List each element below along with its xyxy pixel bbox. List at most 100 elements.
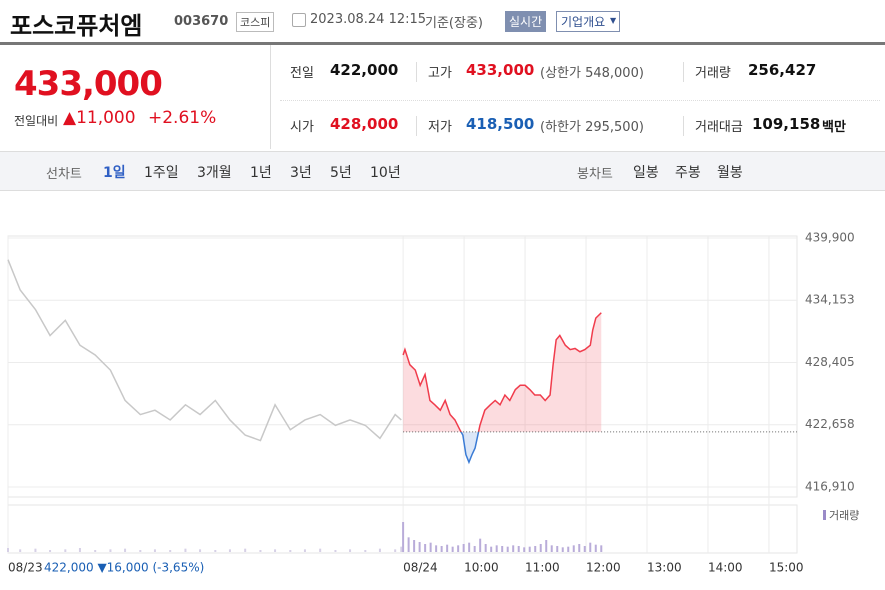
volume-bar [407,537,410,552]
volume-bar [517,546,520,552]
volume-bar [490,546,493,552]
y-tick-label: 416,910 [805,480,855,494]
col-divider [416,116,417,136]
stat-label: 저가 [428,120,452,135]
period-tab[interactable]: 1년 [250,165,272,181]
volume-bar [589,542,592,552]
stock-code: 003670 [174,14,229,29]
volume-bar [435,545,438,552]
x-tick-label: 15:00 [769,561,804,575]
price-box [0,45,271,149]
candle-tab[interactable]: 일봉 [633,165,659,181]
volume-bar [228,549,231,552]
status: 기준(장중) [425,16,483,31]
volume-bar [34,548,37,552]
period-tab[interactable]: 3개월 [197,165,232,181]
volume-bar [139,550,142,552]
volume-bar [289,550,292,552]
volume-bar [429,542,432,552]
stat-label: 전일 [290,66,314,81]
volume-bar [94,550,97,552]
volume-bar [199,549,202,552]
company-info-button[interactable]: 기업개요 ▼ [556,11,621,32]
volume-bar [523,547,526,552]
candle-tab[interactable]: 주봉 [675,165,701,181]
volume-bar [539,544,542,552]
prev-summary: 422,000 ▼16,000 (-3,65%) [44,561,204,575]
stat-value: 422,000 [330,61,399,79]
volume-bar [534,546,537,552]
change-amount: ▲11,000 [63,108,136,128]
volume-bar [506,546,509,552]
volume-bar [424,544,427,552]
volume-bar [169,550,172,552]
volume-bar [303,549,306,552]
volume-bar [440,546,443,552]
period-tab[interactable]: 1일 [103,165,126,181]
volume-bar [578,544,581,552]
volume-bar [214,550,217,552]
market-badge: 코스피 [236,12,275,32]
volume-bar [394,549,397,552]
stock-name: 포스코퓨처엠 [10,12,143,40]
volume-bar [572,545,575,552]
price-line [7,259,402,442]
y-tick-label: 422,658 [805,417,855,431]
volume-bar [545,540,548,552]
price-line [402,312,602,465]
header-rule [0,42,885,45]
volume-legend: 거래량 [829,509,859,522]
volume-bar [7,548,9,552]
volume-bar [495,545,498,552]
volume-bar [78,548,81,552]
col-divider [683,116,684,136]
volume-bar [334,550,337,552]
x-tick-label: 10:00 [464,561,499,575]
stat-label: 거래대금 [695,120,743,135]
tab-bar [0,151,885,191]
volume-bar [349,549,352,552]
volume-bar [561,547,564,552]
volume-bar [567,546,570,552]
x-tick-label: 08/24 [403,561,438,575]
stat-value: 433,000 [466,61,535,79]
volume-bar [550,545,553,552]
volume-bar [184,548,187,552]
x-tick-label: 12:00 [586,561,621,575]
volume-bar [244,548,247,552]
x-tick-label: 13:00 [647,561,682,575]
volume-bar [153,549,156,552]
period-tab[interactable]: 10년 [370,165,401,181]
col-divider [416,62,417,82]
period-tab[interactable]: 5년 [330,165,352,181]
stat-note: (상한가 548,000) [540,66,644,81]
col-divider [683,62,684,82]
candle-tab[interactable]: 월봉 [717,165,743,181]
volume-legend-swatch [823,510,826,520]
volume-bar [259,550,262,552]
tab-group-label: 봉차트 [577,167,613,182]
volume-bar [64,549,67,552]
stat-unit: 백만 [822,120,846,135]
volume-bar [19,549,22,552]
volume-bar [600,545,603,552]
stat-value: 418,500 [466,115,535,133]
volume-bar [583,546,586,552]
stats-divider [280,100,880,101]
stat-value: 256,427 [748,61,817,79]
volume-bar [462,544,465,552]
tab-group-label: 선차트 [46,167,82,182]
period-tab[interactable]: 3년 [290,165,312,181]
plot-frame [7,235,798,498]
volume-bar [402,522,405,552]
y-tick-label: 439,900 [805,231,855,245]
period-tab[interactable]: 1주일 [144,165,179,181]
stat-value: 109,158 [752,115,821,133]
realtime-badge[interactable]: 실시간 [505,11,547,32]
calendar-icon [292,13,306,27]
x-tick-label: 11:00 [525,561,560,575]
current-price: 433,000 [14,64,163,104]
stat-note: (하한가 295,500) [540,120,644,135]
volume-bar [473,546,476,552]
